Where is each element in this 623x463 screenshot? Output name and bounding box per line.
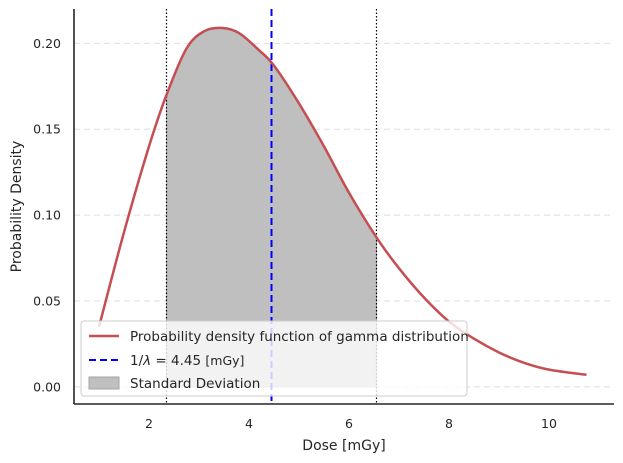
x-tick-labels: 2 4 6 8 10: [145, 416, 557, 431]
legend-fill-swatch: [88, 376, 120, 390]
x-axis-label: Dose [mGy]: [302, 438, 385, 454]
legend-mean-lambda: λ: [142, 353, 151, 369]
x-tick-label-4: 4: [245, 416, 253, 431]
y-tick-label-0.15: 0.15: [33, 122, 61, 137]
legend-mean-label: 1/λ = 4.45 [mGy]: [130, 353, 244, 369]
legend-mean-eq: = 4.45: [151, 353, 205, 369]
legend-mean-unit: [mGy]: [205, 353, 244, 368]
x-tick-label-10: 10: [541, 416, 557, 431]
legend-mean-prefix: 1/: [130, 353, 144, 369]
y-tick-label-0.05: 0.05: [33, 293, 61, 308]
x-tick-label-8: 8: [445, 416, 453, 431]
y-axis-label: Probability Density: [9, 141, 25, 273]
x-tick-label-6: 6: [345, 416, 353, 431]
legend: Probability density function of gamma di…: [80, 320, 469, 397]
legend-fill-label: Standard Deviation: [130, 376, 260, 392]
y-tick-labels: 0.00 0.05 0.10 0.15 0.20: [33, 36, 61, 394]
x-tick-label-2: 2: [145, 416, 153, 431]
pdf-curve: [97, 26, 587, 377]
y-tick-label-0.00: 0.00: [33, 379, 61, 394]
legend-box: [80, 320, 468, 397]
y-tick-label-0.20: 0.20: [33, 36, 61, 51]
y-tick-label-0.10: 0.10: [33, 208, 61, 223]
legend-pdf-label: Probability density function of gamma di…: [130, 329, 469, 345]
axes: [73, 9, 614, 405]
